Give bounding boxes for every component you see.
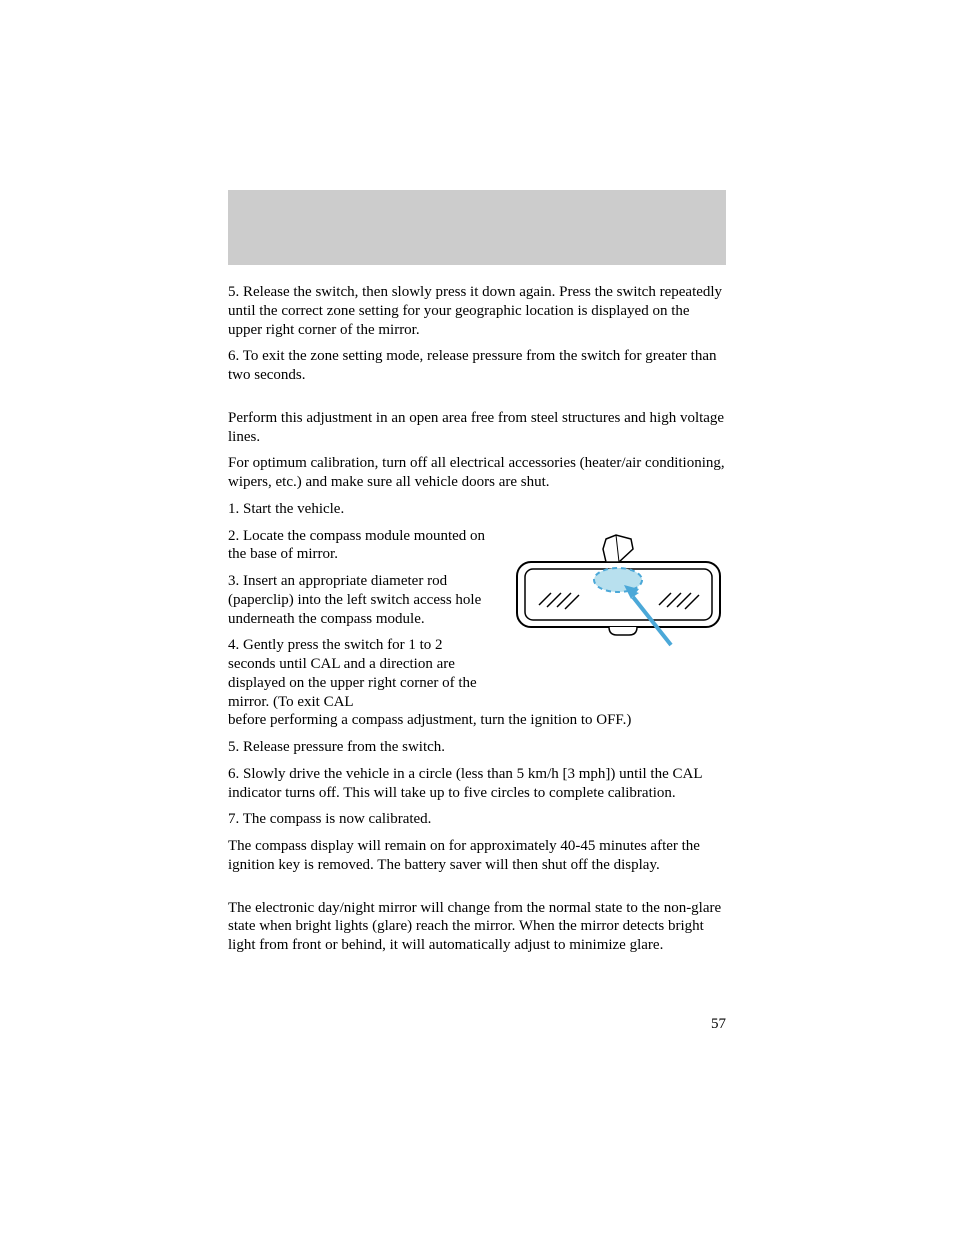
header-bar — [228, 190, 726, 265]
mirror-diagram — [511, 527, 726, 662]
paragraph-intro2: For optimum calibration, turn off all el… — [228, 454, 726, 492]
paragraph-cal-step6: 6. Slowly drive the vehicle in a circle … — [228, 765, 726, 803]
paragraph-step6: 6. To exit the zone setting mode, releas… — [228, 347, 726, 385]
paragraph-cal-step5: 5. Release pressure from the switch. — [228, 738, 726, 757]
page-number: 57 — [711, 1016, 726, 1033]
paragraph-step5: 5. Release the switch, then slowly press… — [228, 283, 726, 339]
paragraph-note: The compass display will remain on for a… — [228, 837, 726, 875]
wrapped-text-left: 2. Locate the compass module mounted on … — [228, 527, 493, 712]
section-gap-2 — [228, 883, 726, 899]
paragraph-cal-step4b: before performing a compass adjustment, … — [228, 711, 726, 730]
paragraph-cal-step1: 1. Start the vehicle. — [228, 500, 726, 519]
paragraph-daynight: The electronic day/night mirror will cha… — [228, 899, 726, 955]
paragraph-cal-step2: 2. Locate the compass module mounted on … — [228, 527, 493, 565]
wrapped-text-section: 2. Locate the compass module mounted on … — [228, 527, 726, 712]
mirror-svg-icon — [511, 527, 726, 657]
section-gap — [228, 393, 726, 409]
page-content: 5. Release the switch, then slowly press… — [228, 190, 726, 963]
paragraph-intro1: Perform this adjustment in an open area … — [228, 409, 726, 447]
paragraph-cal-step7: 7. The compass is now calibrated. — [228, 810, 726, 829]
paragraph-cal-step4a: 4. Gently press the switch for 1 to 2 se… — [228, 636, 493, 711]
paragraph-cal-step3: 3. Insert an appropriate diameter rod (p… — [228, 572, 493, 628]
